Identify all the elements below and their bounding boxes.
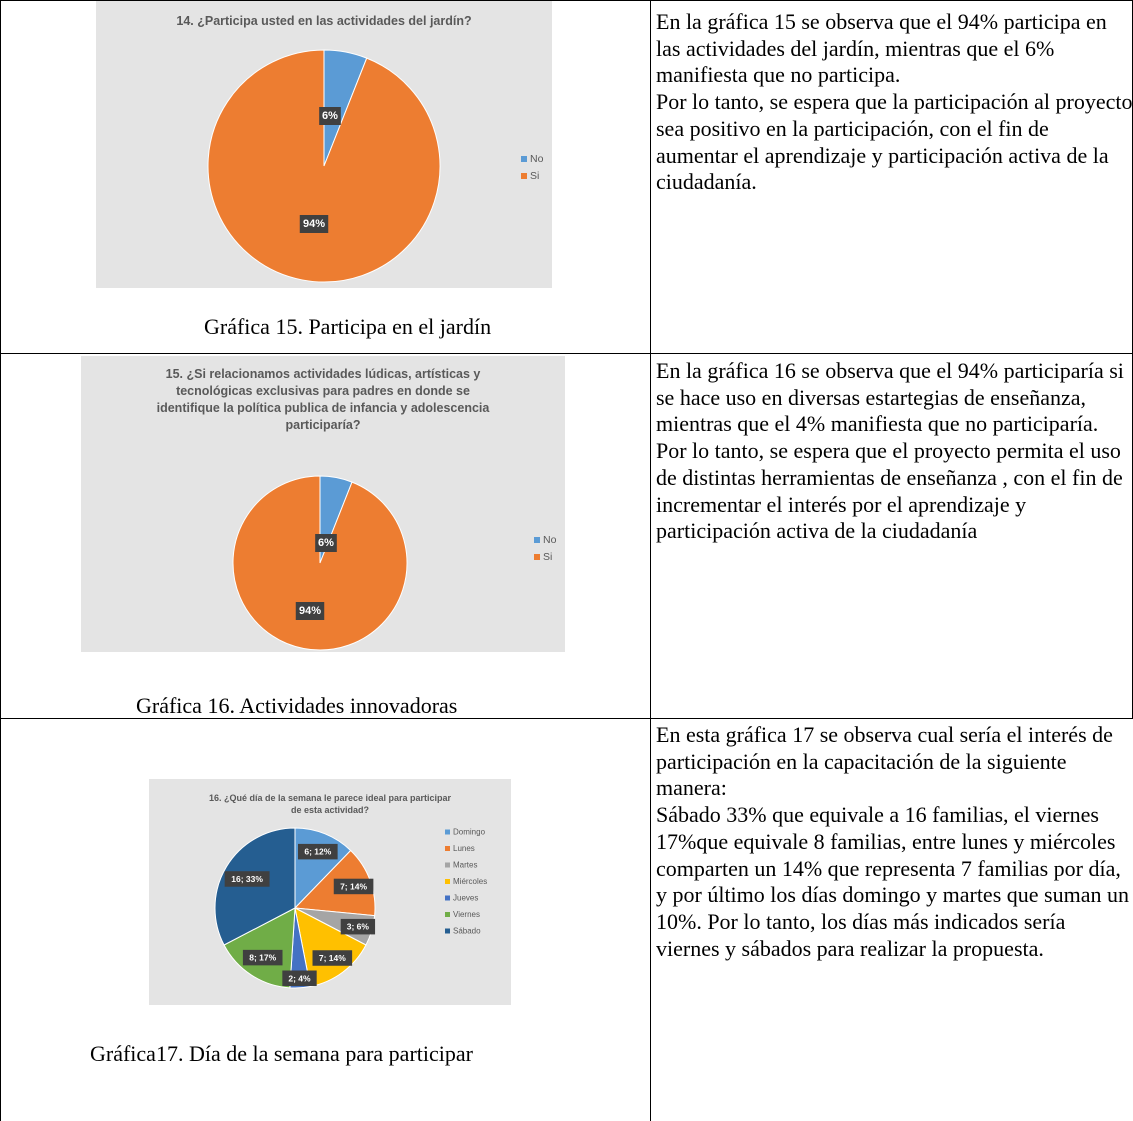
data-label-box <box>312 950 353 966</box>
legend-label: Martes <box>453 861 477 870</box>
legend-swatch <box>445 862 450 868</box>
pie-chart-svg: 16. ¿Qué día de la semana le parece idea… <box>209 793 487 989</box>
data-label: 7; 14% <box>333 878 374 895</box>
data-label-text: 7; 14% <box>340 881 367 891</box>
chart-title: 15. ¿Si relacionamos actividades lúdicas… <box>166 367 481 381</box>
chart-title: 16. ¿Qué día de la semana le parece idea… <box>209 793 452 803</box>
data-label: 6% <box>315 534 337 552</box>
legend-swatch <box>445 895 450 901</box>
legend-label: Jueves <box>453 894 478 903</box>
data-label-box <box>224 871 270 887</box>
data-label-text: 7; 14% <box>319 953 346 963</box>
legend-label: Domingo <box>453 828 486 837</box>
description-text: En la gráfica 16 se observa que el 94% p… <box>656 358 1133 545</box>
legend-swatch <box>521 173 527 179</box>
description-text: En esta gráfica 17 se observa cual sería… <box>656 722 1133 962</box>
legend-label: Viernes <box>453 910 480 919</box>
data-label: 94% <box>299 215 329 233</box>
figure-caption: Gráfica 15. Participa en el jardín <box>204 314 492 339</box>
legend-label: No <box>543 534 557 546</box>
description-paragraph: Sábado 33% que equivale a 16 familias, e… <box>656 802 1129 961</box>
data-label: 94% <box>295 602 325 620</box>
figure-caption: Gráfica17. Día de la semana para partici… <box>90 1041 473 1066</box>
data-label-text: 6% <box>318 537 334 549</box>
figure-caption: Gráfica 16. Actividades innovadoras <box>136 693 458 718</box>
chart-title: participaría? <box>285 418 360 432</box>
chart-title: 14. ¿Participa usted en las actividades … <box>176 14 471 28</box>
chart-title: identifique la política publica de infan… <box>157 401 491 415</box>
data-label-text: 3; 6% <box>347 922 370 932</box>
description-paragraph: Por lo tanto, se espera que la participa… <box>656 89 1133 195</box>
pie-chart-participation: 14. ¿Participa usted en las actividades … <box>96 1 552 288</box>
pie-chart-innovative-activities: 15. ¿Si relacionamos actividades lúdicas… <box>81 356 565 652</box>
description-paragraph: En la gráfica 15 se observa que el 94% p… <box>656 9 1107 88</box>
chart-title: tecnológicas exclusivas para padres en d… <box>176 384 470 398</box>
legend-label: Si <box>530 170 539 182</box>
legend-label: Si <box>543 551 552 563</box>
legend-swatch <box>445 846 450 851</box>
description-paragraph: En esta gráfica 17 se observa cual sería… <box>656 722 1113 801</box>
data-label-text: 6% <box>322 110 338 122</box>
data-label-text: 6; 12% <box>304 847 331 857</box>
legend-label: Sábado <box>453 927 481 936</box>
legend-label: No <box>530 153 544 165</box>
data-label-text: 8; 17% <box>249 953 276 963</box>
data-label-text: 94% <box>303 218 325 230</box>
data-label-box <box>340 918 376 935</box>
column-divider <box>650 0 651 1121</box>
legend-swatch <box>445 928 450 934</box>
data-label-box <box>298 843 338 860</box>
data-label-box <box>315 534 337 552</box>
row-divider-1 <box>0 353 1133 354</box>
table-border-top <box>0 0 1133 1</box>
description-paragraph: En la gráfica 16 se observa que el 94% p… <box>656 358 1124 437</box>
legend-label: Lunes <box>453 844 475 853</box>
data-label-box <box>319 107 341 125</box>
data-label: 6; 12% <box>298 843 338 860</box>
description-paragraph: Por lo tanto, se espera que el proyecto … <box>656 438 1123 544</box>
data-label-box <box>295 602 325 620</box>
table-border-left <box>0 0 1 1121</box>
row-divider-2 <box>0 718 1133 719</box>
data-label: 16; 33% <box>224 871 270 887</box>
legend-swatch <box>534 537 540 543</box>
data-label-text: 16; 33% <box>231 874 263 884</box>
pie-chart-svg: 15. ¿Si relacionamos actividades lúdicas… <box>157 367 557 651</box>
description-text: En la gráfica 15 se observa que el 94% p… <box>656 9 1133 196</box>
data-label-text: 2; 4% <box>288 973 311 983</box>
data-label: 7; 14% <box>312 950 353 966</box>
chart-title: de esta actividad? <box>291 805 369 815</box>
data-label-text: 94% <box>299 605 321 617</box>
pie-slice-si <box>207 49 441 283</box>
pie-slice-viernes <box>223 907 296 989</box>
data-label-box <box>299 215 329 233</box>
data-label: 2; 4% <box>282 970 317 987</box>
legend-swatch <box>445 912 450 917</box>
legend-label: Miércoles <box>453 877 487 886</box>
pie-chart-weekday: 16. ¿Qué día de la semana le parece idea… <box>149 779 511 1005</box>
pie-chart-svg: 14. ¿Participa usted en las actividades … <box>176 14 544 283</box>
pie-slice-si <box>232 475 408 651</box>
data-label-box <box>333 878 374 895</box>
data-label: 6% <box>319 107 341 125</box>
legend-swatch <box>534 554 540 560</box>
legend-swatch <box>445 829 450 835</box>
data-label-box <box>242 949 283 966</box>
legend-swatch <box>521 156 527 162</box>
data-label-box <box>282 970 317 987</box>
data-label: 3; 6% <box>340 918 376 935</box>
data-label: 8; 17% <box>242 949 283 966</box>
legend-swatch <box>445 879 450 884</box>
